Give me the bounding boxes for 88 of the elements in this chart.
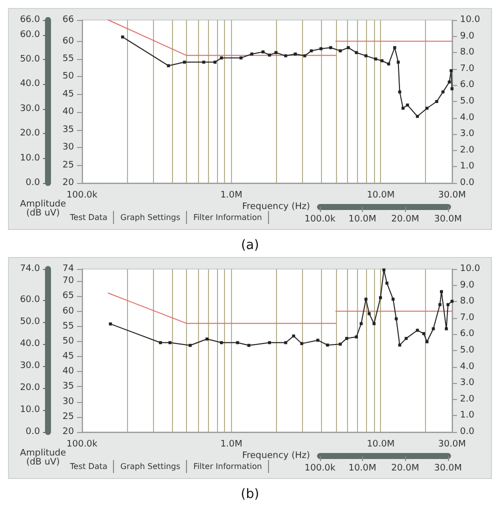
y2-tick-label: 8.0 [460,296,475,307]
y-tick-label: 35 [62,382,74,392]
text: (a) [240,238,260,253]
y-tick-label: 20 [62,178,74,188]
y-tick-label: 70 [62,276,74,286]
y3-tick-label: 20.0 [20,382,40,393]
y2-tick-label: 10.0 [460,15,480,25]
y3-tick-label: 50.0 [20,316,40,327]
x2-tick-label: 10.0M [348,214,376,224]
y2-tick-label: 3.0 [460,378,475,388]
y-tick-label: 55 [62,321,74,332]
y-tick-label: 45 [62,352,74,362]
y-tick-label: 74 [62,264,74,274]
y-tick-label: 66 [62,15,74,25]
text: Graph Settings [114,211,188,224]
x-tick-label: 1.0M [220,190,242,200]
y2-tick-label: 8.0 [460,48,475,58]
y-tick-label: 40 [62,107,74,118]
x2-tick-label: 10.0M [348,464,376,474]
x-tick-label: 100.0k [66,190,98,200]
x2-tick-label: 100.0k [304,464,336,474]
y2-tick-label: 6.0 [460,80,475,90]
y2-tick-label: 7.0 [460,64,475,74]
x2-tick-label: 20.0M [391,214,420,224]
y3-tick-label: 0.0 [26,178,40,188]
y-tick-label: 30 [62,396,74,407]
text: Filter Information [187,460,269,473]
x-tick-label: 10.0M [366,440,395,450]
y3-tick-label: 40.0 [20,79,40,90]
x2-tick-label: 30.0M [434,214,462,224]
text: (b) [240,487,260,502]
y-tick-label: 45 [62,89,74,100]
y2-tick-label: 2.0 [460,145,475,156]
y2-tick-label: 0.0 [460,178,475,188]
y2-tick-label: 5.0 [460,96,475,106]
y2-tick-label: 5.0 [460,346,475,356]
y-axis-title: Amplitude (dB uV) [20,199,67,218]
y-tick-label: 25 [62,412,74,422]
y3-tick-label: 30.0 [20,360,40,371]
y-tick-label: 40 [62,366,74,377]
y-tick-label: 25 [62,160,74,170]
y3-tick-label: 60.0 [20,30,40,40]
y-tick-label: 35 [62,124,74,135]
y2-tick-label: 7.0 [460,312,475,323]
y2-tick-label: 2.0 [460,394,475,404]
y2-tick-label: 9.0 [460,31,475,42]
y-tick-label: 50 [62,72,74,82]
y2-tick-label: 10.0 [460,264,480,274]
y2-tick-label: 1.0 [460,410,475,421]
y-tick-label: 30 [62,142,74,153]
y3-tick-label: 10.0 [20,404,40,415]
x-tick-label: 30.0M [438,190,466,200]
y3-tick-label: 40.0 [20,338,40,349]
y-tick-label: 60 [62,306,74,316]
x-tick-label: 1.0M [220,440,242,450]
y3-tick-label: 30.0 [20,104,40,114]
x-tick-label: 100.0k [66,440,98,450]
text: Test Data [64,460,114,473]
y3-tick-label: 66.0 [20,15,40,25]
y2-tick-label: 1.0 [460,162,475,172]
y3-tick-label: 20.0 [20,128,40,139]
y3-tick-label: 0.0 [26,427,40,437]
y2-tick-label: 3.0 [460,129,475,140]
y-tick-label: 50 [62,336,74,346]
x-axis-title: Frequency (Hz) [242,451,310,461]
y2-tick-label: 9.0 [460,280,475,290]
y2-tick-label: 4.0 [460,362,475,372]
y2-tick-label: 6.0 [460,329,475,340]
y3-tick-label: 50.0 [20,54,40,65]
x-tick-label: 30.0M [438,440,466,450]
y-tick-label: 65 [62,291,74,302]
y3-tick-label: 10.0 [20,153,40,164]
y3-tick-label: 74.0 [20,264,40,274]
y-tick-label: 55 [62,54,74,64]
x2-tick-label: 30.0M [434,464,462,474]
y2-tick-label: 0.0 [460,427,475,437]
y2-tick-label: 4.0 [460,112,475,123]
y-tick-label: 60 [62,36,74,46]
x-axis-title: Frequency (Hz) [242,202,310,212]
y-axis-title: Amplitude (dB uV) [20,448,67,468]
x-tick-label: 10.0M [366,190,395,200]
text: Graph Settings [114,460,188,473]
y3-tick-label: 60.0 [20,294,40,305]
x2-tick-label: 20.0M [391,464,420,474]
text: Filter Information [187,211,269,224]
y-tick-label: 20 [62,427,74,437]
x2-tick-label: 100.0k [304,214,336,224]
text: Test Data [64,211,114,224]
